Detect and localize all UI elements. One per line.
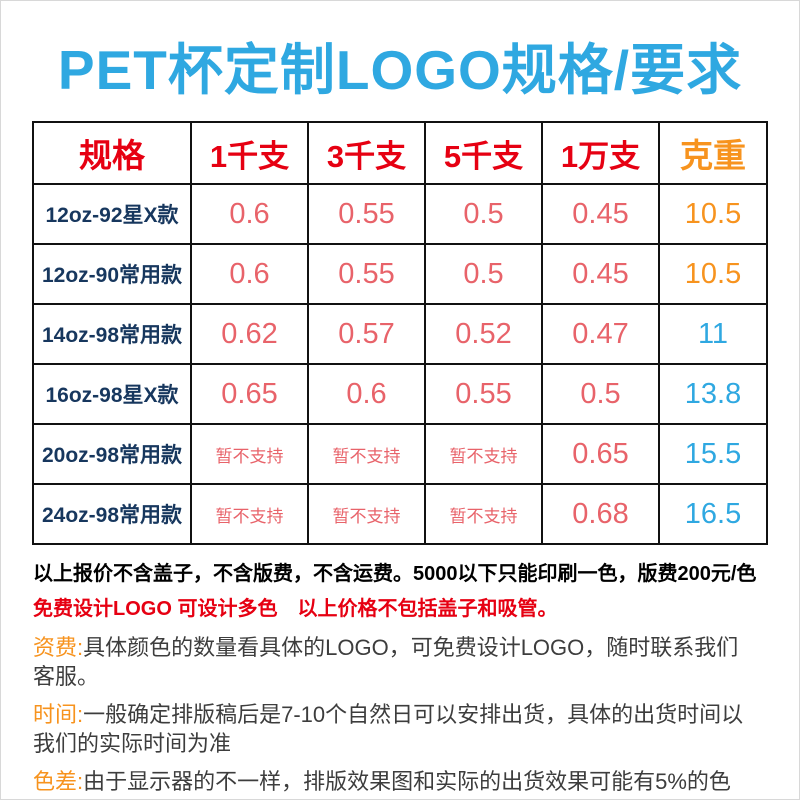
row-label: 12oz-90常用款 xyxy=(32,243,192,305)
price-cell: 0.5 xyxy=(424,243,543,305)
table-row: 16oz-98星X款 0.65 0.6 0.55 0.5 13.8 xyxy=(32,363,768,425)
weight-cell: 10.5 xyxy=(658,243,768,305)
price-cell: 0.45 xyxy=(541,243,660,305)
row-label: 16oz-98星X款 xyxy=(32,363,192,425)
price-cell: 0.47 xyxy=(541,303,660,365)
weight-cell: 10.5 xyxy=(658,183,768,245)
price-cell-not-supported: 暂不支持 xyxy=(190,423,309,485)
price-cell: 0.55 xyxy=(307,243,426,305)
price-cell: 0.55 xyxy=(307,183,426,245)
weight-cell: 13.8 xyxy=(658,363,768,425)
header-qty-10k: 1万支 xyxy=(541,121,660,185)
price-cell: 0.5 xyxy=(424,183,543,245)
para-fee-text: 具体颜色的数量看具体的LOGO，可免费设计LOGO，随时联系我们客服。 xyxy=(33,635,739,690)
price-cell: 0.55 xyxy=(424,363,543,425)
notes-section: 以上报价不含盖子，不含版费，不含运费。5000以下只能印刷一色，版费200元/色… xyxy=(33,557,767,799)
para-fee-label: 资费: xyxy=(33,635,84,660)
price-cell: 0.65 xyxy=(541,423,660,485)
weight-cell: 16.5 xyxy=(658,483,768,545)
table-row: 12oz-92星X款 0.6 0.55 0.5 0.45 10.5 xyxy=(32,183,768,245)
price-cell-not-supported: 暂不支持 xyxy=(307,423,426,485)
price-cell: 0.6 xyxy=(190,243,309,305)
price-cell: 0.57 xyxy=(307,303,426,365)
para-time: 时间:一般确定排版稿后是7-10个自然日可以安排出货，具体的出货时间以我们的实际… xyxy=(33,700,748,758)
price-cell: 0.6 xyxy=(190,183,309,245)
note-free-design: 免费设计LOGO 可设计多色 以上价格不包括盖子和吸管。 xyxy=(33,598,558,620)
header-weight: 克重 xyxy=(658,121,768,185)
price-cell: 0.68 xyxy=(541,483,660,545)
price-cell: 0.62 xyxy=(190,303,309,365)
header-qty-1k: 1千支 xyxy=(190,121,309,185)
price-cell: 0.52 xyxy=(424,303,543,365)
para-color-diff: 色差:由于显示器的不一样，排版效果图和实际的出货效果可能有5%的色差对颜色要求高… xyxy=(33,767,748,799)
table-row: 12oz-90常用款 0.6 0.55 0.5 0.45 10.5 xyxy=(32,243,768,305)
price-cell: 0.5 xyxy=(541,363,660,425)
weight-cell: 15.5 xyxy=(658,423,768,485)
header-spec: 规格 xyxy=(32,121,192,185)
para-color-diff-label: 色差: xyxy=(33,769,84,795)
price-cell-not-supported: 暂不支持 xyxy=(424,483,543,545)
row-label: 24oz-98常用款 xyxy=(32,483,192,545)
note-pricing-exclusions: 以上报价不含盖子，不含版费，不含运费。5000以下只能印刷一色，版费200元/色 xyxy=(33,563,757,585)
table-row: 24oz-98常用款 暂不支持 暂不支持 暂不支持 0.68 16.5 xyxy=(32,483,768,545)
table-header-row: 规格 1千支 3千支 5千支 1万支 克重 xyxy=(32,121,768,185)
price-cell: 0.45 xyxy=(541,183,660,245)
price-cell-not-supported: 暂不支持 xyxy=(190,483,309,545)
para-fee: 资费:具体颜色的数量看具体的LOGO，可免费设计LOGO，随时联系我们客服。 xyxy=(33,633,748,691)
spec-table: 规格 1千支 3千支 5千支 1万支 克重 12oz-92星X款 0.6 0.5… xyxy=(32,121,768,545)
price-cell-not-supported: 暂不支持 xyxy=(424,423,543,485)
weight-cell: 11 xyxy=(658,303,768,365)
table-row: 14oz-98常用款 0.62 0.57 0.52 0.47 11 xyxy=(32,303,768,365)
price-cell: 0.6 xyxy=(307,363,426,425)
para-color-diff-text: 由于显示器的不一样，排版效果图和实际的出货效果可能有5%的色差对颜色要求高的谨慎… xyxy=(33,769,731,799)
para-time-label: 时间: xyxy=(33,702,84,728)
header-qty-3k: 3千支 xyxy=(307,121,426,185)
price-cell-not-supported: 暂不支持 xyxy=(307,483,426,545)
row-label: 12oz-92星X款 xyxy=(32,183,192,245)
table-row: 20oz-98常用款 暂不支持 暂不支持 暂不支持 0.65 15.5 xyxy=(32,423,768,485)
para-time-text: 一般确定排版稿后是7-10个自然日可以安排出货，具体的出货时间以我们的实际时间为… xyxy=(33,702,744,757)
row-label: 20oz-98常用款 xyxy=(32,423,192,485)
page-title: PET杯定制LOGO规格/要求 xyxy=(57,39,743,101)
header-qty-5k: 5千支 xyxy=(424,121,543,185)
row-label: 14oz-98常用款 xyxy=(32,303,192,365)
price-cell: 0.65 xyxy=(190,363,309,425)
